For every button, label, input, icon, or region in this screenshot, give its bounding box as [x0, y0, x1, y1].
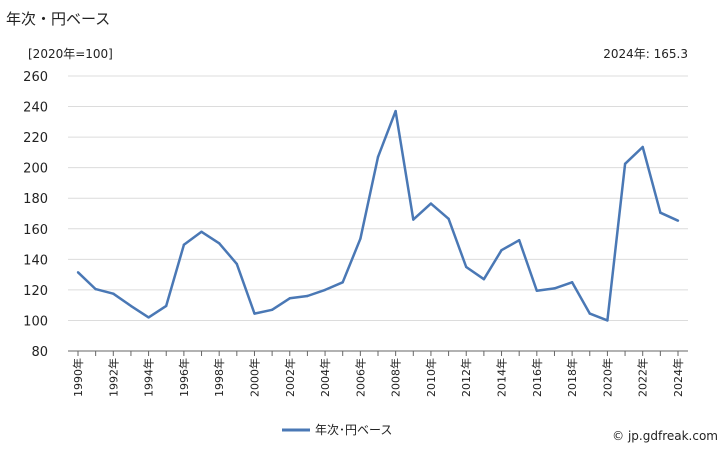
data-point	[165, 304, 168, 308]
data-point	[641, 145, 644, 149]
x-tick-label: 1998年	[212, 358, 226, 397]
data-point	[676, 219, 680, 222]
latest-value-note: 2024年: 165.3	[603, 47, 688, 61]
y-tick-label: 220	[23, 131, 48, 146]
x-tick-label: 2004年	[318, 358, 332, 397]
unit-label: [2020年=100]	[28, 47, 113, 61]
y-tick-label: 140	[23, 253, 48, 268]
series-layer	[76, 109, 680, 322]
data-point	[306, 294, 309, 298]
x-tick-label: 2024年	[671, 358, 685, 397]
data-point	[588, 312, 591, 315]
y-tick-label: 80	[31, 345, 48, 360]
data-point	[500, 248, 503, 252]
x-tick-label: 2022年	[636, 358, 650, 397]
data-point	[341, 281, 344, 284]
data-point	[376, 155, 380, 159]
data-point	[482, 277, 486, 281]
data-point	[76, 271, 80, 274]
x-tick-label: 2008年	[389, 358, 403, 397]
y-tick-label: 120	[23, 284, 48, 299]
data-point	[394, 109, 397, 113]
y-axis: 80 100 120 140 160 180 200 220 240 260	[23, 70, 48, 360]
y-tick-label: 180	[23, 192, 48, 207]
data-point	[112, 292, 115, 295]
data-point	[447, 217, 450, 221]
data-point	[235, 262, 239, 266]
data-point	[412, 218, 415, 221]
data-point	[553, 287, 556, 290]
x-tick-label: 1996年	[177, 358, 191, 397]
data-point	[288, 297, 291, 300]
legend: 年次･円ベース	[282, 423, 392, 437]
legend-label: 年次･円ベース	[315, 423, 392, 437]
series-line	[77, 109, 679, 322]
data-point	[200, 230, 203, 234]
data-point	[217, 242, 221, 245]
data-point	[253, 312, 256, 315]
x-axis: 1990年 1992年 1994年 1996年 1998年 2000年 2002年 2004年…	[68, 350, 688, 397]
y-tick-label: 260	[23, 70, 48, 85]
data-point	[659, 211, 662, 214]
chart-title: 年次・円ベース	[6, 10, 110, 28]
y-tick-label: 160	[23, 223, 48, 238]
data-point	[570, 281, 574, 284]
x-tick-label: 2016年	[530, 358, 544, 397]
data-point	[147, 316, 150, 319]
data-point	[623, 162, 627, 166]
x-tick-label: 2018年	[565, 358, 579, 397]
source-credit: © jp.gdfreak.com	[612, 429, 718, 443]
x-tick-label: 2002年	[283, 358, 297, 397]
y-tick-label: 240	[23, 101, 48, 116]
data-point	[129, 304, 133, 308]
y-tick-label: 100	[23, 314, 48, 329]
y-tick-label: 200	[23, 162, 48, 177]
x-tick-label: 2010年	[424, 358, 438, 397]
x-tick-label: 1990年	[71, 358, 85, 397]
x-tick-label: 2014年	[495, 358, 509, 397]
x-tick-label: 1992年	[106, 358, 120, 397]
x-tick-label: 2006年	[353, 358, 367, 397]
data-point	[323, 288, 327, 292]
data-point	[270, 308, 274, 311]
x-tick-label: 1994年	[142, 358, 156, 397]
data-point	[517, 239, 521, 242]
data-point	[535, 289, 539, 292]
x-tick-label: 2020年	[600, 358, 614, 397]
x-tick-label: 2000年	[247, 358, 261, 397]
x-tick-label: 2012年	[459, 358, 473, 397]
data-point	[606, 319, 609, 322]
data-point	[182, 243, 186, 247]
data-point	[465, 265, 468, 269]
data-point	[359, 237, 362, 240]
data-point	[429, 202, 433, 205]
data-point	[94, 287, 97, 291]
